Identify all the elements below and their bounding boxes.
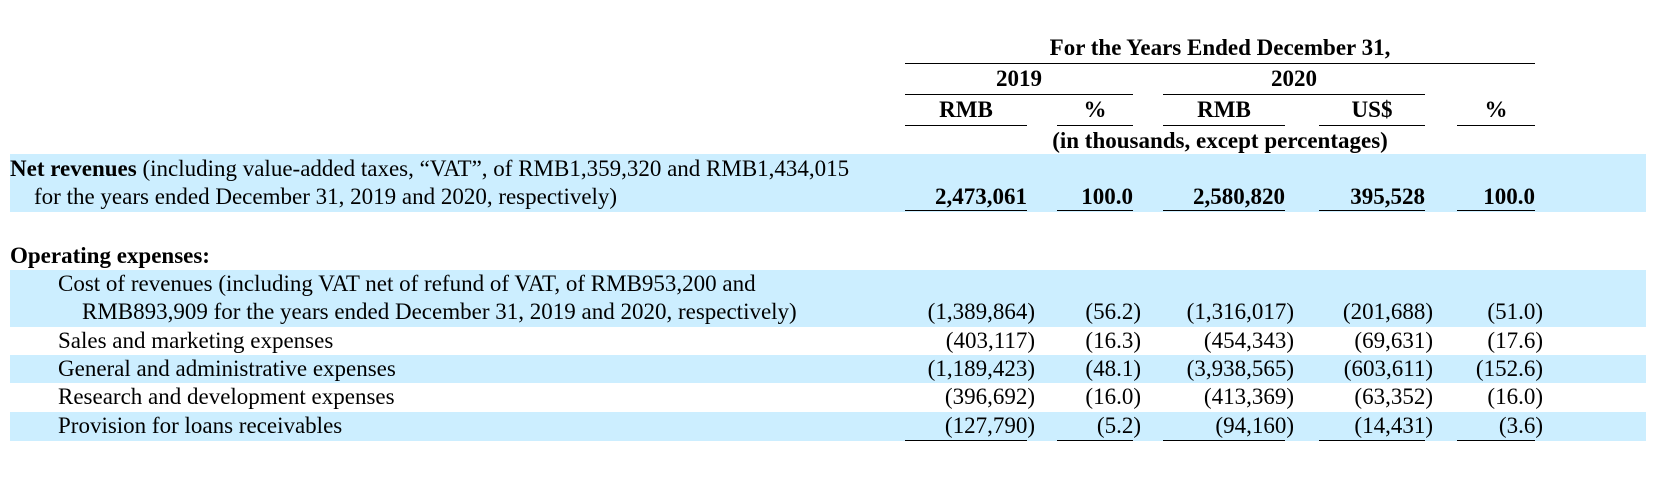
- col-rule-2019-rmb: [905, 125, 1027, 126]
- research-development-2020-usd: (63,352): [1354, 384, 1433, 409]
- cost-of-revenues-label-line2: RMB893,909 for the years ended December …: [82, 299, 797, 324]
- year-2019-rule: [905, 94, 1133, 95]
- cost-of-revenues-label-line1: Cost of revenues (including VAT net of r…: [58, 271, 756, 296]
- col-rule-2020-usd: [1319, 125, 1425, 126]
- sales-marketing-2019-pct: (16.3): [1085, 328, 1141, 353]
- year-2019-header: 2019: [996, 66, 1042, 91]
- research-development-2019-rmb: (396,692): [944, 384, 1035, 409]
- net-revenues-underline-2019-rmb: [905, 210, 1027, 211]
- row-band-net-revenues: [10, 154, 1646, 212]
- net-revenues-2020-usd: 395,528: [1350, 184, 1425, 209]
- net-revenues-underline-2019-pct: [1057, 210, 1133, 211]
- research-development-2019-pct: (16.0): [1085, 384, 1141, 409]
- col-rule-2020-rmb: [1163, 125, 1285, 126]
- row-band-provision: [10, 412, 1646, 441]
- sales-marketing-2020-pct: (17.6): [1487, 328, 1543, 353]
- net-revenues-underline-2020-pct: [1457, 210, 1535, 211]
- col-header-2019-pct: %: [1083, 97, 1107, 122]
- provision-loans-label: Provision for loans receivables: [58, 413, 343, 438]
- research-development-2020-pct: (16.0): [1487, 384, 1543, 409]
- units-note: (in thousands, except percentages): [1052, 128, 1388, 153]
- col-rule-2020-pct: [1457, 125, 1535, 126]
- provision-loans-2019-rmb: (127,790): [944, 413, 1035, 438]
- net-revenues-label-line1: Net revenues (including value-added taxe…: [10, 155, 849, 183]
- col-header-2020-rmb: RMB: [1197, 97, 1251, 122]
- cost-of-revenues-2019-pct: (56.2): [1085, 299, 1141, 324]
- cost-of-revenues-2020-usd: (201,688): [1342, 299, 1433, 324]
- year-2020-header: 2020: [1271, 66, 1317, 91]
- sales-marketing-2020-usd: (69,631): [1354, 328, 1433, 353]
- cost-of-revenues-2020-rmb: (1,316,017): [1186, 299, 1294, 324]
- general-admin-label: General and administrative expenses: [58, 356, 396, 381]
- cost-of-revenues-2019-rmb: (1,389,864): [927, 299, 1035, 324]
- provision-underline-2020-usd: [1319, 440, 1425, 441]
- provision-underline-2020-rmb: [1163, 440, 1285, 441]
- net-revenues-2020-rmb: 2,580,820: [1193, 184, 1285, 209]
- period-header-rule: [905, 63, 1535, 64]
- net-revenues-2019-pct: 100.0: [1081, 184, 1133, 209]
- general-admin-2020-usd: (603,611): [1343, 356, 1433, 381]
- year-2020-rule: [1163, 94, 1425, 95]
- general-admin-2019-pct: (48.1): [1085, 356, 1141, 381]
- net-revenues-underline-2020-rmb: [1163, 210, 1285, 211]
- general-admin-2020-pct: (152.6): [1475, 356, 1543, 381]
- row-band-cost-of-revenues: [10, 270, 1646, 327]
- net-revenues-label-rest: (including value-added taxes, “VAT”, of …: [142, 156, 850, 181]
- col-rule-2019-pct: [1057, 125, 1133, 126]
- sales-marketing-2019-rmb: (403,117): [945, 328, 1035, 353]
- col-header-2019-rmb: RMB: [939, 97, 993, 122]
- provision-loans-2019-pct: (5.2): [1096, 413, 1141, 438]
- net-revenues-2020-pct: 100.0: [1483, 184, 1535, 209]
- provision-loans-2020-usd: (14,431): [1354, 413, 1433, 438]
- general-admin-2019-rmb: (1,189,423): [927, 356, 1035, 381]
- provision-underline-2019-pct: [1057, 440, 1133, 441]
- cost-of-revenues-2020-pct: (51.0): [1487, 299, 1543, 324]
- net-revenues-underline-2020-usd: [1319, 210, 1425, 211]
- provision-underline-2019-rmb: [905, 440, 1027, 441]
- operating-expenses-heading: Operating expenses:: [10, 243, 210, 268]
- provision-loans-2020-pct: (3.6): [1498, 413, 1543, 438]
- sales-marketing-2020-rmb: (454,343): [1203, 328, 1294, 353]
- provision-underline-2020-pct: [1457, 440, 1535, 441]
- net-revenues-label-bold: Net revenues: [10, 156, 137, 181]
- sales-marketing-label: Sales and marketing expenses: [58, 328, 334, 353]
- research-development-label: Research and development expenses: [58, 384, 395, 409]
- provision-loans-2020-rmb: (94,160): [1215, 413, 1294, 438]
- net-revenues-label-line2: for the years ended December 31, 2019 an…: [34, 184, 618, 209]
- net-revenues-2019-rmb: 2,473,061: [935, 184, 1027, 209]
- period-header: For the Years Ended December 31,: [1049, 35, 1391, 60]
- research-development-2020-rmb: (413,369): [1203, 384, 1294, 409]
- col-header-2020-usd: US$: [1351, 97, 1393, 122]
- col-header-2020-pct: %: [1484, 97, 1508, 122]
- row-band-general-admin: [10, 355, 1646, 383]
- general-admin-2020-rmb: (3,938,565): [1186, 356, 1294, 381]
